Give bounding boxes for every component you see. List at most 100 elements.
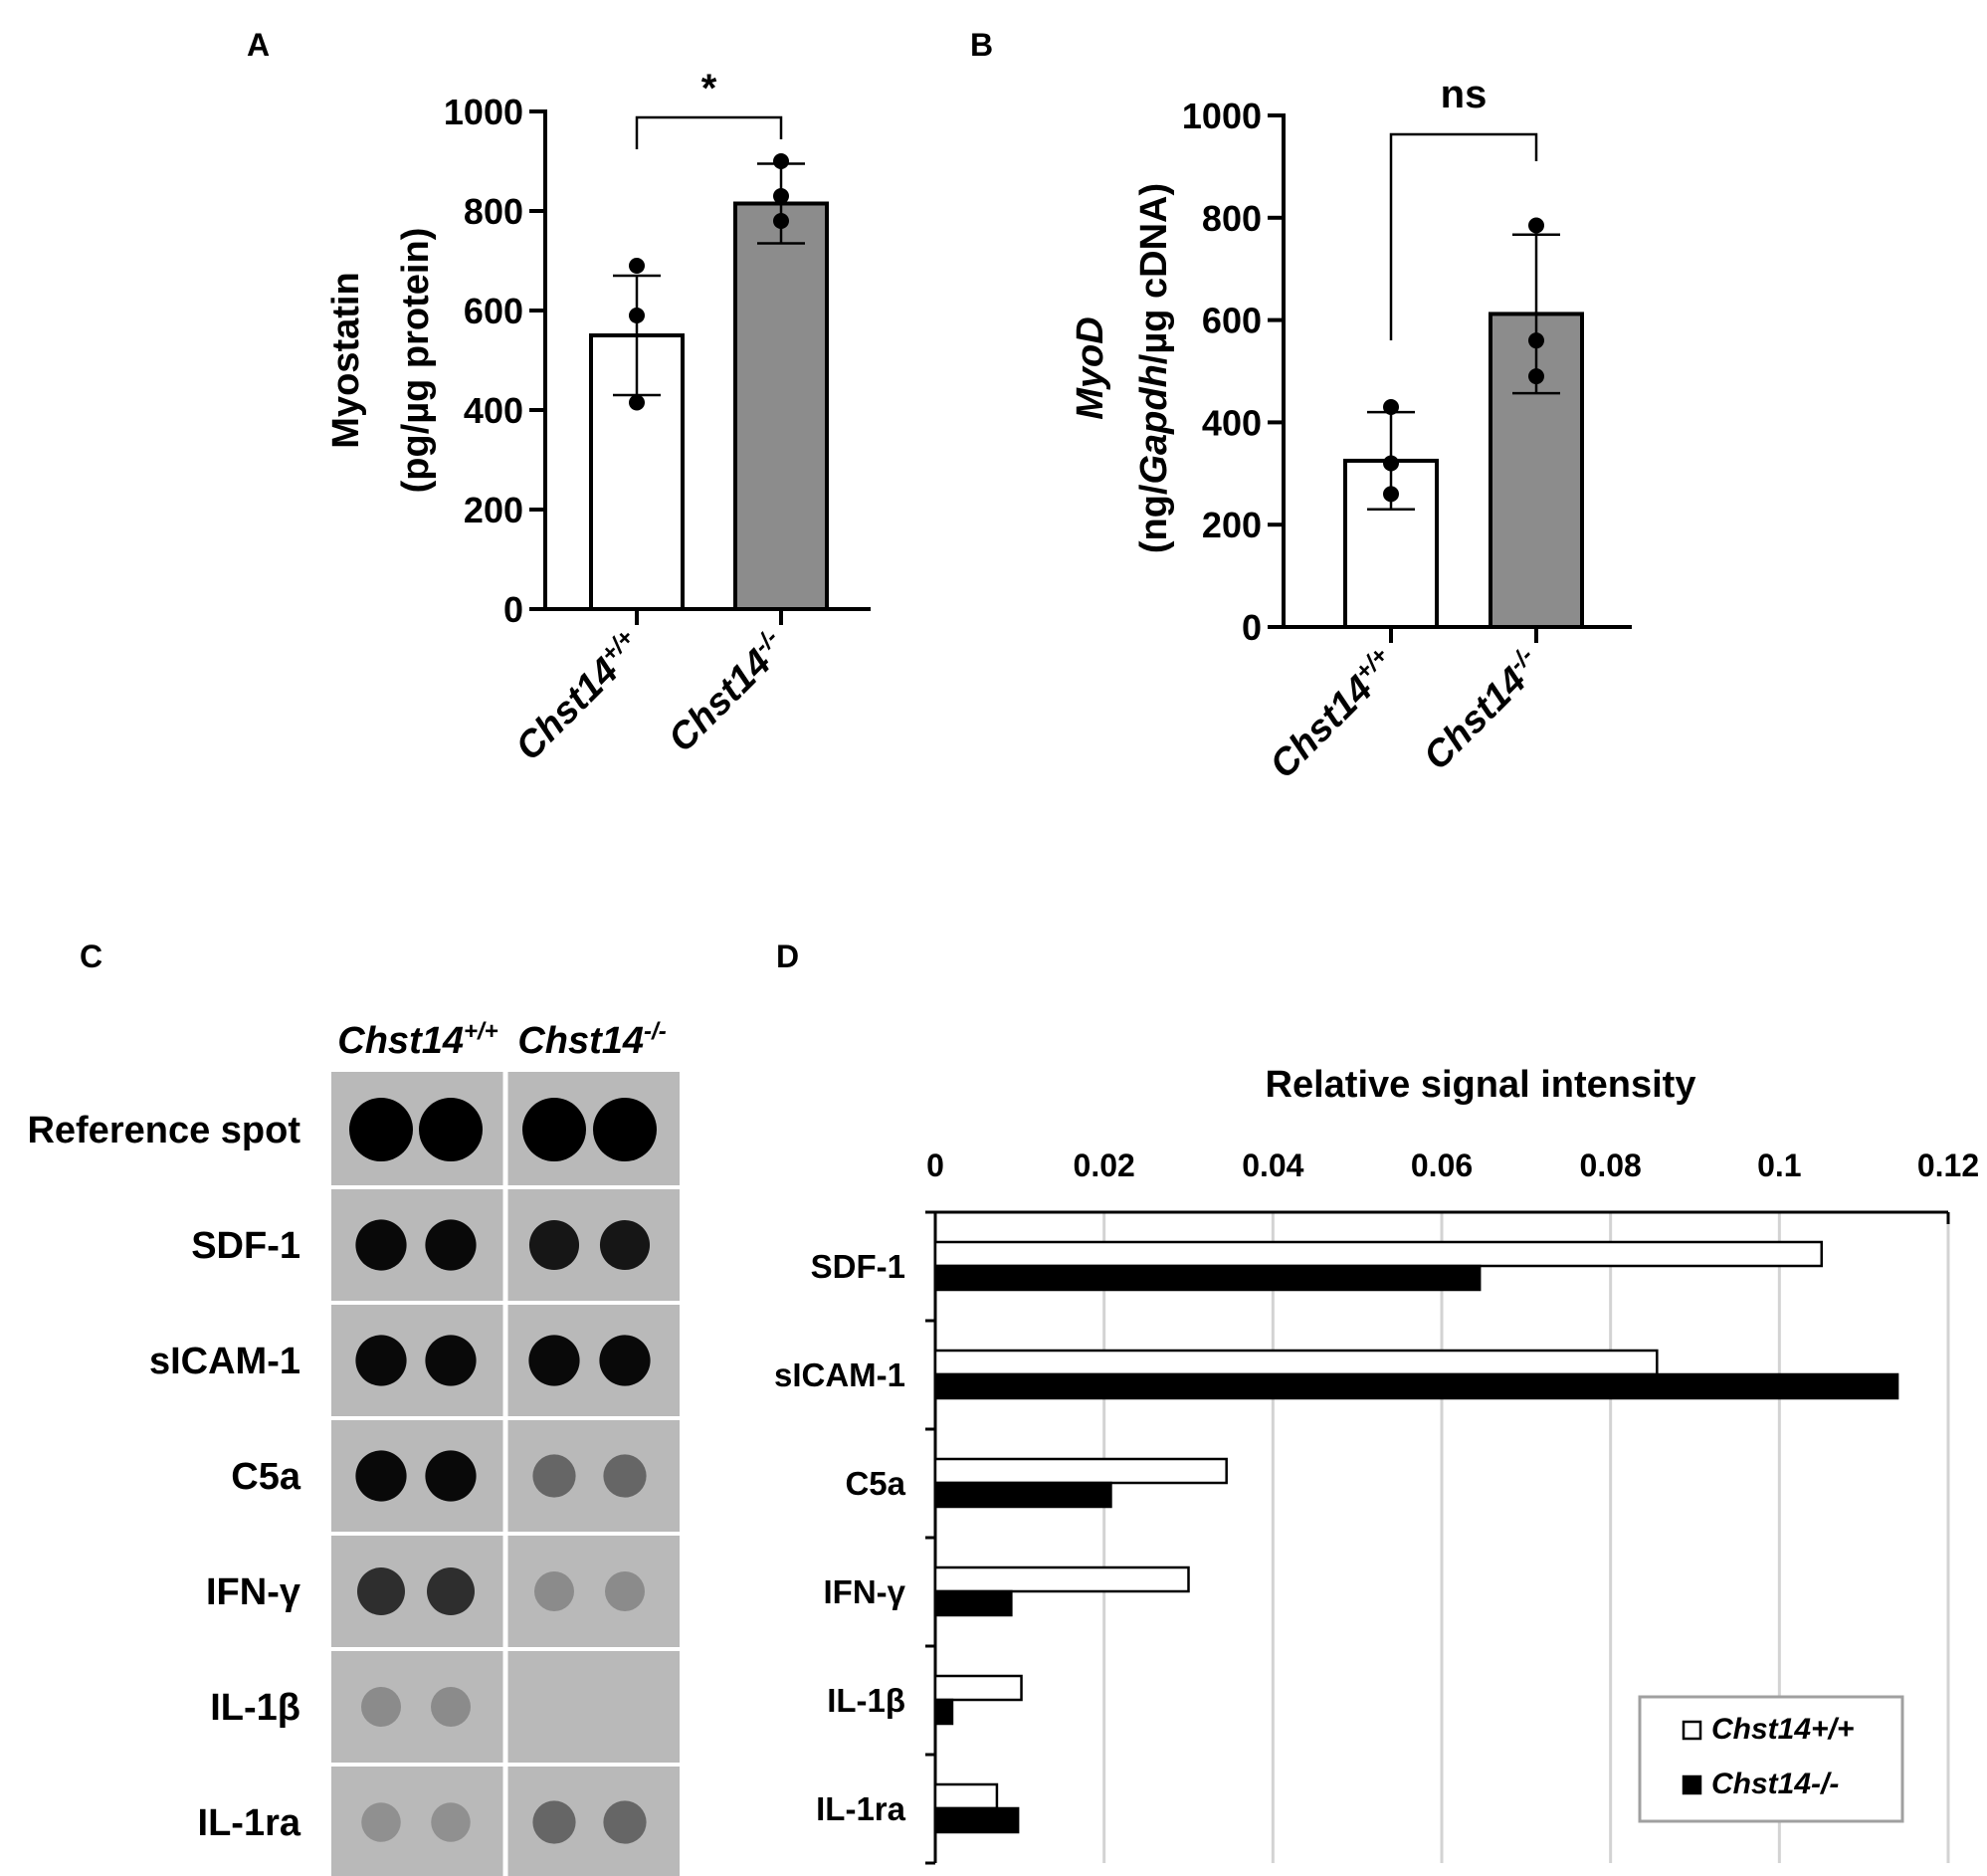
d-bar-knockout: [933, 1264, 1482, 1292]
blot-row-label: IL-1β: [210, 1687, 300, 1729]
a-data-point: [773, 213, 789, 229]
a-data-point: [773, 153, 789, 169]
blot-dot: [534, 1571, 574, 1611]
a-y-tick-label: 1000: [444, 92, 523, 132]
a-data-point: [629, 308, 645, 323]
a-data-point: [629, 394, 645, 411]
d-bar-knockout: [933, 1806, 1020, 1834]
blot-dot: [419, 1098, 483, 1161]
blot-dot: [361, 1687, 401, 1727]
blot-dot: [355, 1219, 407, 1271]
d-bar-knockout: [933, 1589, 1013, 1617]
blot-dot: [425, 1450, 477, 1502]
panel-d-chart: Relative signal intensity 0 0.02 0.04 0.06 0.…: [774, 1064, 1979, 1865]
d-x-tick-label: 0.08: [1580, 1147, 1642, 1183]
b-data-point: [1528, 217, 1544, 234]
blot-dot: [599, 1335, 651, 1386]
d-x-tick-label: 0.06: [1411, 1147, 1473, 1183]
blot-dot: [361, 1802, 401, 1842]
d-category-label: IL-1ra: [816, 1790, 906, 1827]
blot-dot: [532, 1454, 576, 1498]
panel-b-chart: 0 200 400 600 800 1000 Chst14+/+ Chst14-/- ns Myo…: [1070, 73, 1632, 787]
blot-dot: [528, 1335, 580, 1386]
a-y-tick-label: 400: [464, 390, 523, 431]
b-category-label: Chst14-/-: [1415, 642, 1551, 778]
blot-dot: [593, 1098, 657, 1161]
d-legend-box: [1638, 1695, 1904, 1823]
blot-row-label: IFN-γ: [206, 1571, 300, 1613]
a-bar: [733, 201, 829, 611]
b-data-point: [1383, 486, 1399, 503]
blot-row-label: IL-1ra: [198, 1802, 301, 1844]
b-y-tick-label: 800: [1202, 198, 1262, 239]
b-data-point: [1383, 455, 1399, 472]
panel-c-dot-blot: Chst14+/+ Chst14-/- Reference spot SDF-1 sIC…: [27, 1018, 680, 1876]
d-bar-wildtype: [933, 1349, 1659, 1376]
d-bar-wildtype: [933, 1240, 1823, 1268]
d-category-label: IFN-γ: [824, 1573, 906, 1610]
blot-dot: [355, 1450, 407, 1502]
a-significance-bracket: [635, 115, 783, 149]
panel-letter-d: D: [776, 938, 799, 974]
d-legend-swatch: [1682, 1774, 1702, 1795]
b-y-tick-label: 600: [1202, 301, 1262, 341]
blot-dot: [427, 1567, 475, 1615]
d-bar-wildtype: [933, 1457, 1228, 1485]
d-x-tick-label: 0.02: [1074, 1147, 1135, 1183]
b-y-tick-label: 1000: [1182, 96, 1262, 136]
panel-letter-b: B: [970, 27, 993, 63]
a-y-tick-label: 0: [503, 589, 523, 630]
d-x-tick-label: 0.1: [1757, 1147, 1801, 1183]
d-x-tick-label: 0: [926, 1147, 944, 1183]
a-y-axis-title-line2: (pg/µg protein): [395, 228, 437, 494]
panel-a-chart: 0 200 400 600 800 1000 Chst14+/+ Chst14-/- * Myos…: [325, 67, 871, 769]
a-y-tick-label: 200: [464, 490, 523, 530]
blot-dot: [349, 1098, 413, 1161]
blot-row-label: SDF-1: [191, 1225, 300, 1267]
d-category-label: IL-1β: [827, 1682, 905, 1719]
blot-dot: [528, 1219, 580, 1271]
d-bar-knockout: [933, 1481, 1112, 1509]
b-significance-label: ns: [1441, 73, 1488, 116]
blot-dot: [603, 1454, 647, 1498]
d-x-tick-label: 0.12: [1917, 1147, 1979, 1183]
panel-letter-c: C: [80, 938, 102, 974]
a-data-point: [629, 258, 645, 274]
d-bar-wildtype: [933, 1565, 1190, 1593]
b-data-point: [1383, 398, 1399, 415]
d-legend-label: Chst14-/-: [1711, 1768, 1839, 1800]
a-data-point: [773, 188, 789, 204]
b-y-tick-label: 0: [1242, 607, 1262, 648]
b-y-tick-label: 200: [1202, 505, 1262, 545]
d-bar-knockout: [933, 1372, 1899, 1400]
d-category-label: sICAM-1: [774, 1356, 905, 1393]
a-y-tick-label: 600: [464, 291, 523, 331]
b-y-tick-label: 400: [1202, 402, 1262, 443]
blot-dot: [532, 1800, 576, 1844]
blot-dot: [425, 1335, 477, 1386]
a-y-tick-label: 800: [464, 191, 523, 232]
a-significance-label: *: [701, 67, 717, 110]
blot-row-label: sICAM-1: [149, 1341, 300, 1382]
blot-dot: [355, 1335, 407, 1386]
panel-letter-a: A: [247, 27, 270, 63]
blot-dot: [605, 1571, 645, 1611]
blot-column-label: Chst14+/+: [337, 1018, 497, 1062]
d-legend-swatch: [1682, 1720, 1702, 1741]
blot-column-label: Chst14-/-: [517, 1018, 666, 1062]
b-y-axis-title-line2: (ng/Gapdh/µg cDNA): [1133, 183, 1175, 553]
blot-dot: [603, 1800, 647, 1844]
blot-row-label: C5a: [231, 1456, 301, 1498]
d-axis-title: Relative signal intensity: [1266, 1064, 1696, 1106]
b-data-point: [1528, 368, 1544, 385]
d-legend-label: Chst14+/+: [1711, 1713, 1854, 1746]
a-y-axis-title-line1: Myostatin: [325, 272, 367, 448]
blot-dot: [425, 1219, 477, 1271]
b-significance-bracket: [1389, 132, 1538, 340]
a-category-label: Chst14+/+: [506, 624, 651, 768]
d-category-label: C5a: [845, 1465, 905, 1502]
d-x-tick-label: 0.04: [1242, 1147, 1303, 1183]
blot-dot: [431, 1687, 471, 1727]
blot-dot: [357, 1567, 405, 1615]
blot-dot: [522, 1098, 586, 1161]
